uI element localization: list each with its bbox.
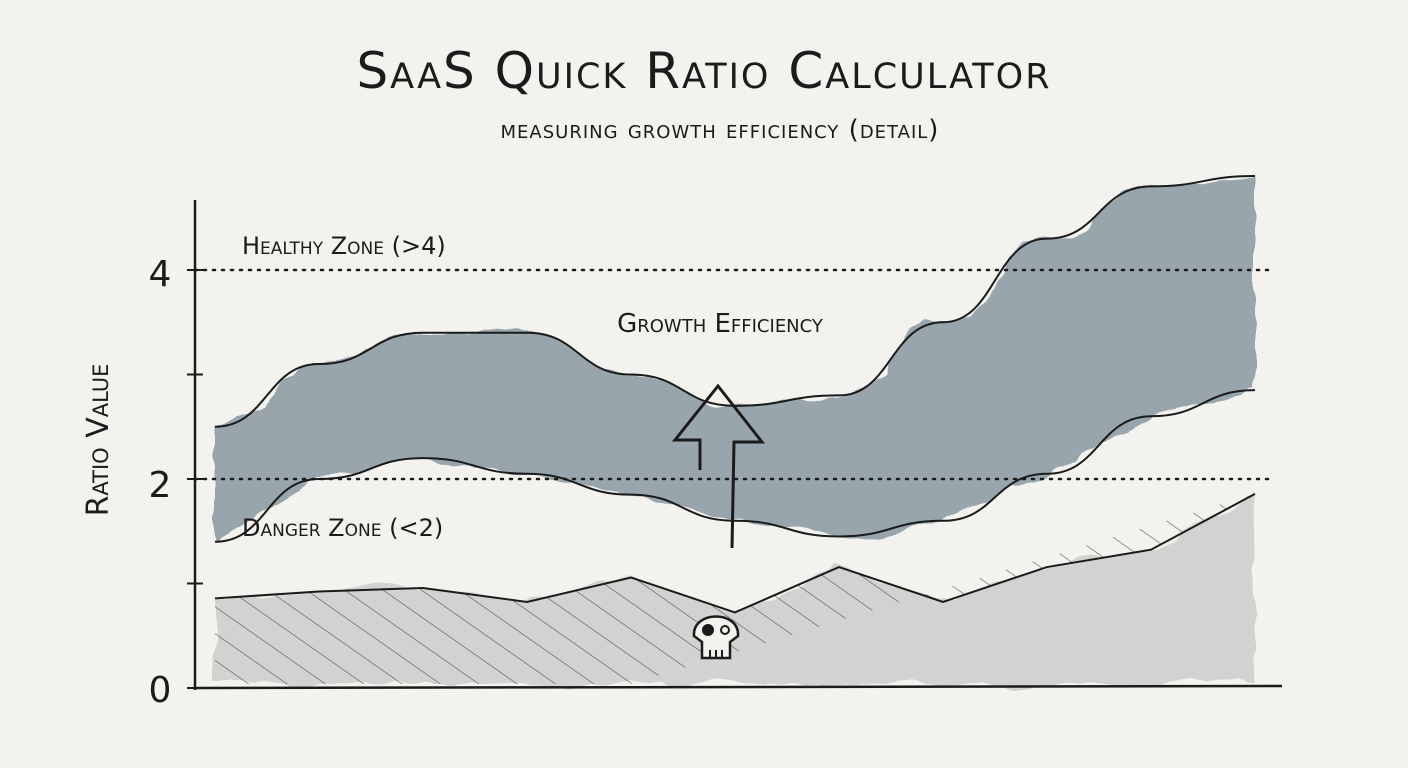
y-tick-label: 0 <box>149 670 172 711</box>
chart-subtitle: Measuring Growth Efficiency (Detail) <box>500 115 940 145</box>
y-tick-label: 2 <box>149 465 172 506</box>
danger-hatch <box>215 493 1255 684</box>
danger-zone-label: Danger Zone (<2) <box>242 514 443 542</box>
x-axis <box>194 684 1283 690</box>
y-tick-label: 4 <box>149 254 172 295</box>
growth-arrow-icon <box>671 383 766 549</box>
growth-efficiency-label: Growth Efficiency <box>617 309 824 339</box>
band-lower-line <box>214 389 1256 543</box>
healthy-zone-label: Healthy Zone (>4) <box>242 232 446 260</box>
chart-title: SaaS Quick Ratio Calculator <box>356 42 1052 100</box>
danger-line <box>214 493 1256 614</box>
skull-icon <box>692 615 740 660</box>
y-axis-label: Ratio Value <box>81 364 116 517</box>
growth-band <box>215 175 1255 542</box>
